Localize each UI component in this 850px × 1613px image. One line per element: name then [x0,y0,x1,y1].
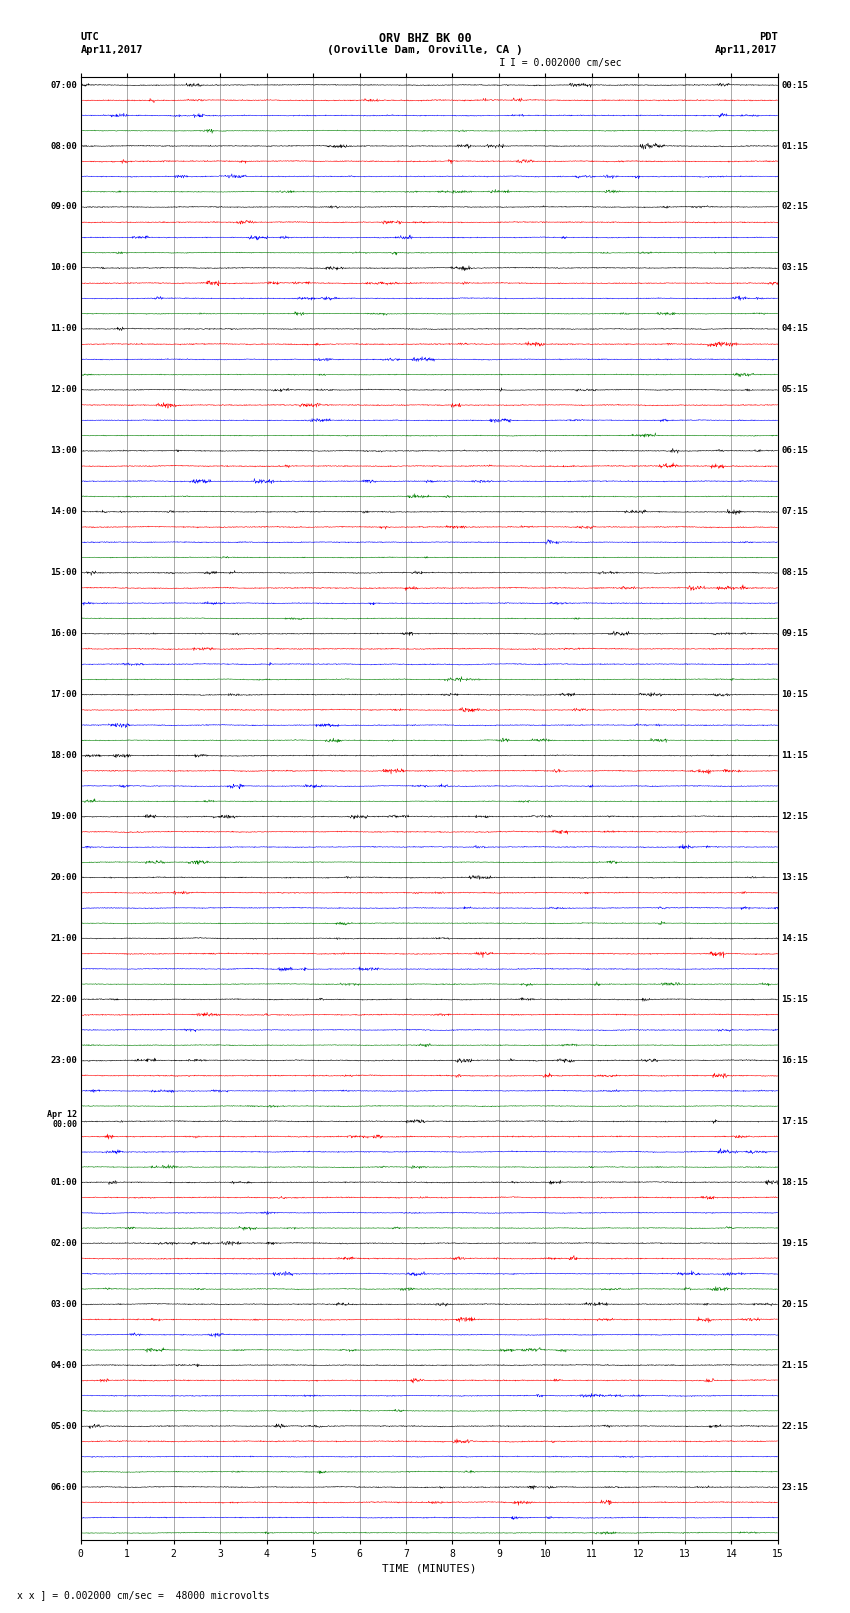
Text: 05:15: 05:15 [781,386,808,394]
Text: 01:15: 01:15 [781,142,808,150]
Text: 08:00: 08:00 [50,142,77,150]
Text: 10:15: 10:15 [781,690,808,698]
Text: 21:15: 21:15 [781,1361,808,1369]
Text: 04:00: 04:00 [50,1361,77,1369]
Text: 02:15: 02:15 [781,203,808,211]
Text: 20:00: 20:00 [50,873,77,882]
Text: 22:00: 22:00 [50,995,77,1003]
Text: 14:15: 14:15 [781,934,808,944]
Text: 17:15: 17:15 [781,1116,808,1126]
Text: 02:00: 02:00 [50,1239,77,1248]
Text: 21:00: 21:00 [50,934,77,944]
Text: 03:15: 03:15 [781,263,808,273]
Text: 12:00: 12:00 [50,386,77,394]
Text: 15:00: 15:00 [50,568,77,577]
Text: 19:15: 19:15 [781,1239,808,1248]
Text: 13:00: 13:00 [50,447,77,455]
Text: I = 0.002000 cm/sec: I = 0.002000 cm/sec [510,58,621,68]
Text: 16:15: 16:15 [781,1057,808,1065]
Text: 13:15: 13:15 [781,873,808,882]
Text: 22:15: 22:15 [781,1421,808,1431]
Text: 01:00: 01:00 [50,1177,77,1187]
Text: 15:15: 15:15 [781,995,808,1003]
Text: 10:00: 10:00 [50,263,77,273]
Text: 11:15: 11:15 [781,752,808,760]
Text: PDT: PDT [759,32,778,42]
Text: 00:15: 00:15 [781,81,808,90]
Text: 23:00: 23:00 [50,1057,77,1065]
Text: 11:00: 11:00 [50,324,77,334]
Text: 04:15: 04:15 [781,324,808,334]
Text: 16:00: 16:00 [50,629,77,639]
Text: 07:15: 07:15 [781,506,808,516]
Text: 18:15: 18:15 [781,1177,808,1187]
Text: Apr11,2017: Apr11,2017 [81,45,144,55]
X-axis label: TIME (MINUTES): TIME (MINUTES) [382,1563,477,1574]
Text: 23:15: 23:15 [781,1482,808,1492]
Text: 06:00: 06:00 [50,1482,77,1492]
Text: (Oroville Dam, Oroville, CA ): (Oroville Dam, Oroville, CA ) [327,45,523,55]
Text: 07:00: 07:00 [50,81,77,90]
Text: UTC: UTC [81,32,99,42]
Text: 18:00: 18:00 [50,752,77,760]
Text: 19:00: 19:00 [50,811,77,821]
Text: 00:00: 00:00 [53,1119,77,1129]
Text: 08:15: 08:15 [781,568,808,577]
Text: 09:00: 09:00 [50,203,77,211]
Text: ORV BHZ BK 00: ORV BHZ BK 00 [379,32,471,45]
Text: 20:15: 20:15 [781,1300,808,1308]
Text: 06:15: 06:15 [781,447,808,455]
Text: 09:15: 09:15 [781,629,808,639]
Text: Apr11,2017: Apr11,2017 [715,45,778,55]
Text: 17:00: 17:00 [50,690,77,698]
Text: I: I [499,58,506,68]
Text: x x ] = 0.002000 cm/sec =  48000 microvolts: x x ] = 0.002000 cm/sec = 48000 microvol… [17,1590,269,1600]
Text: 03:00: 03:00 [50,1300,77,1308]
Text: 14:00: 14:00 [50,506,77,516]
Text: 05:00: 05:00 [50,1421,77,1431]
Text: Apr 12: Apr 12 [48,1110,77,1119]
Text: 12:15: 12:15 [781,811,808,821]
